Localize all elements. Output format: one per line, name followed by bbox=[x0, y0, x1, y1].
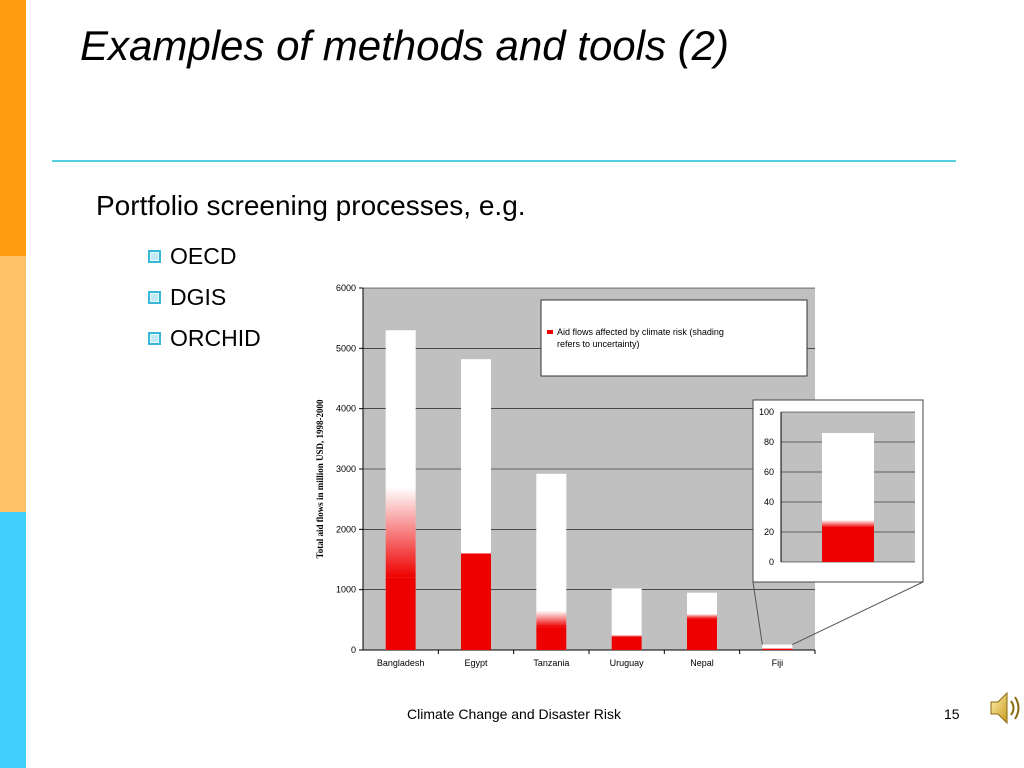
legend-box bbox=[540, 299, 808, 377]
inset-y-tick-label: 20 bbox=[764, 527, 774, 537]
bar-fiji bbox=[762, 644, 793, 650]
title-divider bbox=[52, 160, 956, 162]
inset-y-tick-label: 100 bbox=[759, 407, 774, 417]
bar-egypt bbox=[461, 359, 491, 650]
bar-uncertainty-shading bbox=[536, 610, 567, 628]
x-tick-label: Uruguay bbox=[610, 658, 645, 668]
inset-bar-uncertainty-shading bbox=[822, 520, 874, 528]
speaker-icon[interactable] bbox=[988, 688, 1024, 728]
bar-bangladesh bbox=[385, 330, 416, 650]
decorative-stripe-light-orange bbox=[0, 256, 26, 512]
x-tick-label: Bangladesh bbox=[377, 658, 425, 668]
inset-bar-climate-risk bbox=[822, 527, 874, 562]
y-tick-label: 3000 bbox=[336, 464, 356, 474]
inset-y-tick-label: 0 bbox=[769, 557, 774, 567]
footer-title: Climate Change and Disaster Risk bbox=[407, 706, 621, 722]
bar-climate-risk bbox=[385, 577, 416, 650]
bullet-item-oecd: OECD bbox=[148, 236, 261, 277]
page-number: 15 bbox=[944, 706, 960, 722]
section-heading: Portfolio screening processes, e.g. bbox=[96, 190, 526, 221]
bullet-text: ORCHID bbox=[170, 325, 261, 351]
y-tick-label: 2000 bbox=[336, 524, 356, 534]
y-tick-label: 0 bbox=[351, 645, 356, 655]
bar-climate-risk bbox=[687, 618, 717, 650]
x-tick-label: Tanzania bbox=[533, 658, 569, 668]
y-tick-label: 4000 bbox=[336, 404, 356, 414]
y-tick-label: 5000 bbox=[336, 343, 356, 353]
bar-climate-risk bbox=[611, 636, 642, 650]
x-tick-label: Nepal bbox=[690, 658, 714, 668]
y-tick-label: 6000 bbox=[336, 283, 356, 293]
inset-y-tick-label: 40 bbox=[764, 497, 774, 507]
bar-uncertainty-shading bbox=[687, 613, 717, 619]
bar-uncertainty-shading bbox=[611, 634, 642, 637]
bullet-text: DGIS bbox=[170, 284, 227, 310]
legend-label: Aid flows affected by climate risk (shad… bbox=[557, 327, 724, 349]
bullet-item-dgis: DGIS bbox=[148, 277, 261, 318]
bullet-list: OECD DGIS ORCHID bbox=[148, 236, 261, 359]
checkbox-bullet-icon bbox=[148, 291, 161, 304]
bar-climate-risk bbox=[536, 627, 567, 650]
inset-y-tick-label: 80 bbox=[764, 437, 774, 447]
checkbox-bullet-icon bbox=[148, 332, 161, 345]
legend-swatch bbox=[547, 330, 553, 334]
bar-uruguay bbox=[611, 588, 642, 650]
bullet-text: OECD bbox=[170, 243, 237, 269]
y-axis-label: Total aid flows in million USD, 1998-200… bbox=[315, 399, 325, 558]
decorative-stripe-cyan bbox=[0, 512, 26, 768]
decorative-stripe-orange bbox=[0, 0, 26, 256]
bar-nepal bbox=[687, 592, 717, 650]
bullet-item-orchid: ORCHID bbox=[148, 318, 261, 359]
bar-uncertainty-shading bbox=[385, 487, 416, 578]
x-tick-label: Fiji bbox=[772, 658, 784, 668]
bar-tanzania bbox=[536, 473, 567, 650]
checkbox-bullet-icon bbox=[148, 250, 161, 263]
bar-climate-risk bbox=[461, 553, 491, 650]
y-tick-label: 1000 bbox=[336, 585, 356, 595]
bar-climate-risk bbox=[762, 648, 793, 650]
slide-title: Examples of methods and tools (2) bbox=[80, 22, 729, 69]
x-tick-label: Egypt bbox=[464, 658, 488, 668]
inset-connector bbox=[792, 581, 924, 646]
legend: Aid flows affected by climate risk (shad… bbox=[540, 299, 808, 377]
inset-connector bbox=[752, 581, 763, 645]
inset-y-tick-label: 60 bbox=[764, 467, 774, 477]
bar-total bbox=[762, 644, 793, 650]
